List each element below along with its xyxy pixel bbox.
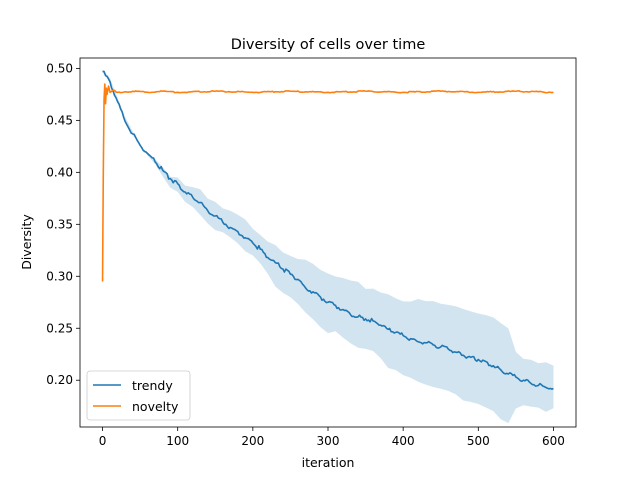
x-axis-label: iteration <box>302 455 355 470</box>
y-tick-label: 0.40 <box>46 165 73 179</box>
x-tick-label: 300 <box>317 434 340 448</box>
plot-area <box>101 69 554 424</box>
y-tick-label: 0.30 <box>46 269 73 283</box>
x-tick-label: 500 <box>467 434 490 448</box>
y-tick-label: 0.35 <box>46 217 73 231</box>
y-axis-label: Diversity <box>19 214 34 270</box>
series-line-novelty <box>101 83 554 282</box>
y-tick-label: 0.50 <box>46 61 73 75</box>
x-tick-label: 0 <box>99 434 107 448</box>
x-tick-label: 600 <box>542 434 565 448</box>
y-tick-label: 0.25 <box>46 321 73 335</box>
series-line-trendy <box>102 70 554 390</box>
legend-label-trendy: trendy <box>132 378 173 393</box>
legend-label-novelty: novelty <box>132 399 179 414</box>
series-line-layer <box>101 70 554 390</box>
legend: trendy novelty <box>86 370 191 421</box>
trendy-confidence-band <box>102 69 554 424</box>
x-tick-label: 400 <box>392 434 415 448</box>
y-axis: 0.20 0.25 0.30 0.35 0.40 0.45 0.50 <box>46 61 80 387</box>
x-axis: 0 100 200 300 400 500 600 <box>99 427 565 448</box>
x-tick-label: 200 <box>241 434 264 448</box>
chart-title: Diversity of cells over time <box>231 37 426 53</box>
x-tick-label: 100 <box>166 434 189 448</box>
y-tick-label: 0.45 <box>46 113 73 127</box>
y-tick-label: 0.20 <box>46 373 73 387</box>
legend-box <box>86 370 191 421</box>
confidence-band-layer <box>102 69 554 424</box>
